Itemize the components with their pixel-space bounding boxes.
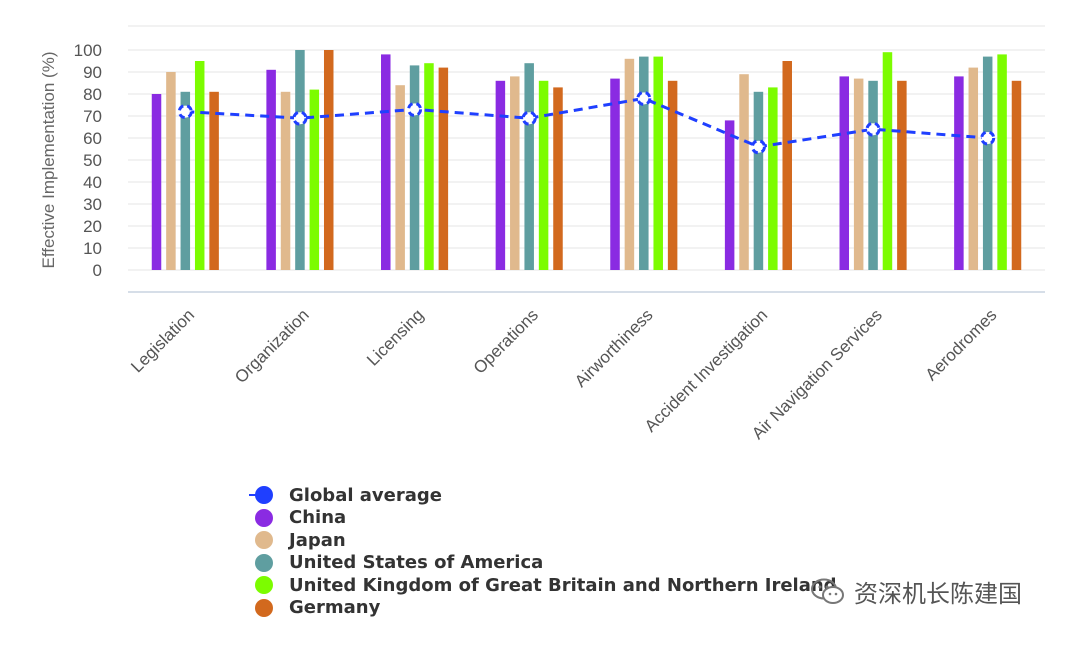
bar [954, 76, 964, 271]
bars [151, 50, 1022, 271]
wechat-icon [811, 578, 844, 604]
bar [839, 76, 850, 271]
bar [782, 61, 792, 270]
legend-swatch [255, 508, 273, 527]
y-tick-labels: 0 10 20 30 40 50 60 70 80 90 100 [74, 41, 102, 280]
legend-swatch [249, 486, 273, 505]
legend-item[interactable]: Global average [249, 484, 837, 507]
y-tick-label: 40 [83, 173, 102, 192]
line-point [407, 101, 423, 117]
bar [424, 63, 434, 271]
bar [266, 69, 276, 270]
bar [510, 76, 520, 271]
legend-label: United States of America [289, 552, 544, 574]
x-tick-label: Air Navigation Services [748, 305, 886, 443]
watermark-text: 资深机长陈建国 [854, 580, 1022, 608]
bar [194, 61, 205, 270]
bar [1011, 80, 1022, 270]
bar [295, 50, 305, 270]
bar [653, 56, 663, 270]
line-series-path [185, 96, 988, 149]
y-tick-label: 70 [83, 107, 102, 126]
bar [882, 52, 893, 271]
x-tick-label: Operations [470, 305, 542, 377]
legend-label: China [289, 507, 347, 529]
bar [524, 63, 534, 271]
bar [438, 67, 449, 270]
y-tick-label: 0 [93, 261, 102, 280]
bar [753, 91, 764, 270]
y-tick-label: 30 [83, 195, 102, 214]
bar [739, 74, 749, 270]
bar [553, 87, 563, 271]
legend-label: Germany [289, 597, 381, 619]
line-point [292, 110, 308, 126]
x-tick-label: Organization [231, 305, 313, 387]
x-tick-labels: Legislation Organization Licensing Operatio… [127, 305, 1000, 443]
bar [868, 80, 878, 270]
y-tick-label: 90 [83, 63, 102, 82]
bar [639, 56, 649, 270]
legend-item[interactable]: Japan [255, 529, 837, 552]
bar [538, 80, 549, 270]
y-tick-label: 60 [83, 129, 102, 148]
bar [982, 56, 993, 270]
legend-swatch [255, 531, 273, 550]
y-tick-label: 100 [74, 41, 102, 60]
bar [724, 120, 735, 271]
line-point [750, 139, 766, 155]
bar [997, 54, 1007, 271]
bar [768, 87, 778, 271]
bar [409, 65, 420, 271]
line-point [980, 130, 996, 146]
bar [968, 67, 979, 270]
x-tick-label: Licensing [363, 305, 427, 369]
gridlines [128, 25, 1045, 293]
y-tick-label: 50 [83, 151, 102, 170]
legend: Global average China Japan United States of… [249, 484, 837, 620]
line-point [865, 121, 881, 137]
x-tick-label: Legislation [127, 305, 198, 376]
legend-line-marker [249, 494, 261, 497]
y-axis-label: Effective Implementation (%) [39, 52, 58, 269]
watermark: 资深机长陈建国 [810, 574, 1022, 609]
line-point [177, 104, 193, 120]
legend-item[interactable]: United Kingdom of Great Britain and Nort… [255, 574, 837, 597]
bar [853, 78, 864, 270]
bar [381, 54, 391, 271]
bar [180, 91, 191, 270]
bar [897, 80, 907, 270]
legend-swatch [255, 598, 273, 617]
legend-label: Global average [289, 484, 442, 506]
bar [309, 89, 320, 270]
x-tick-label: Aerodromes [922, 305, 1001, 384]
legend-item[interactable]: Germany [255, 597, 837, 620]
legend-item[interactable]: United States of America [255, 552, 837, 575]
y-tick-label: 10 [83, 239, 102, 258]
line-point [636, 90, 652, 106]
y-tick-label: 20 [83, 217, 102, 236]
x-tick-label: Accident Investigation [641, 305, 771, 435]
legend-item[interactable]: China [255, 507, 837, 530]
bar [495, 80, 506, 270]
bar [667, 80, 678, 270]
bar [151, 94, 162, 270]
bar [166, 72, 176, 270]
legend-label: United Kingdom of Great Britain and Nort… [289, 574, 837, 596]
legend-label: Japan [289, 529, 346, 551]
line-point [521, 110, 537, 126]
bar [323, 50, 334, 270]
bar [209, 91, 219, 270]
global-average-line [177, 90, 996, 155]
y-tick-label: 80 [83, 85, 102, 104]
legend-swatch [255, 576, 273, 595]
x-tick-label: Airworthiness [571, 305, 657, 391]
bar [395, 85, 405, 270]
legend-swatch [255, 553, 273, 572]
bar [624, 58, 635, 270]
bar [610, 78, 620, 270]
bar [280, 91, 291, 270]
